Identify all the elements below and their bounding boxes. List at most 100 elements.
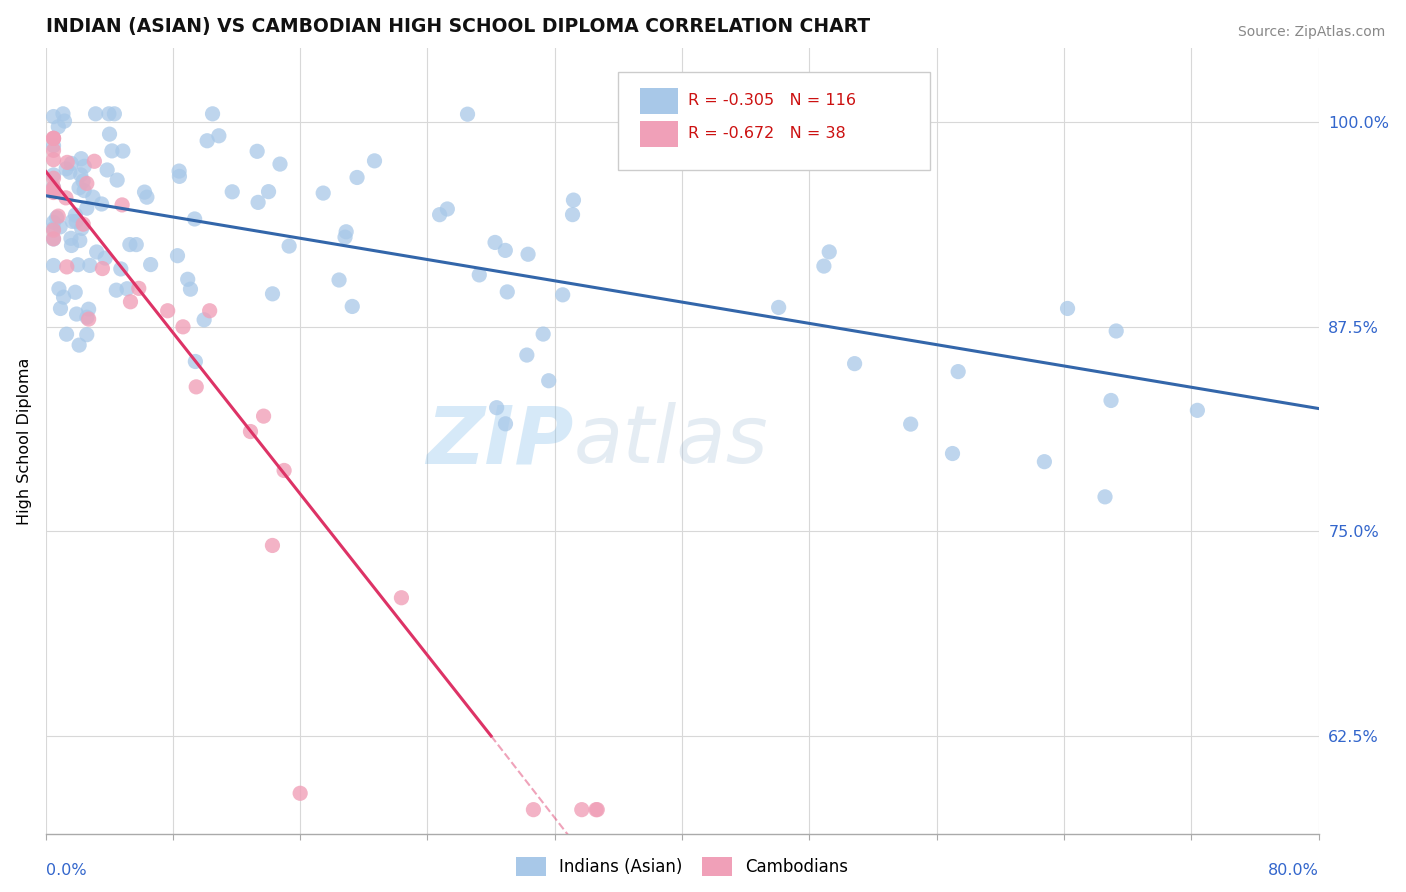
Point — [516, 348, 538, 362]
Point — [208, 128, 231, 143]
Point — [111, 144, 134, 158]
Point — [70, 152, 93, 166]
Point — [517, 247, 540, 261]
Point — [457, 107, 479, 121]
Point — [184, 354, 207, 368]
Legend: Indians (Asian), Cambodians: Indians (Asian), Cambodians — [509, 850, 855, 882]
Point — [103, 107, 125, 121]
Point — [82, 190, 104, 204]
Point — [42, 131, 65, 145]
FancyBboxPatch shape — [619, 72, 931, 170]
Point — [273, 463, 295, 477]
Point — [69, 168, 91, 182]
Point — [201, 107, 224, 121]
Point — [135, 190, 157, 204]
Point — [436, 202, 458, 216]
Point — [52, 290, 75, 304]
Point — [66, 258, 89, 272]
Point — [45, 211, 67, 225]
Point — [128, 281, 150, 295]
Point — [42, 180, 65, 194]
Point — [312, 186, 335, 200]
Point — [246, 145, 269, 159]
Point — [76, 177, 98, 191]
Point — [468, 268, 491, 282]
Point — [195, 134, 218, 148]
Point — [252, 409, 274, 424]
Point — [278, 239, 301, 253]
Point — [247, 195, 270, 210]
Point — [363, 153, 385, 168]
Point — [42, 168, 65, 182]
Point — [42, 223, 65, 237]
Point — [813, 259, 835, 273]
Point — [941, 446, 963, 460]
Point — [65, 285, 87, 300]
Point — [86, 244, 108, 259]
Text: 0.0%: 0.0% — [45, 863, 86, 878]
Point — [59, 231, 82, 245]
Point — [172, 319, 194, 334]
Point — [65, 307, 87, 321]
Point — [1105, 324, 1128, 338]
Point — [42, 232, 65, 246]
Point — [193, 313, 215, 327]
Point — [65, 208, 87, 222]
Point — [946, 365, 969, 379]
Point — [96, 163, 118, 178]
Point — [571, 803, 593, 817]
Point — [72, 217, 94, 231]
Point — [495, 417, 517, 431]
Point — [55, 327, 77, 342]
Point — [60, 238, 83, 252]
Text: atlas: atlas — [574, 402, 769, 480]
Point — [69, 234, 91, 248]
Point — [42, 131, 65, 145]
Text: 80.0%: 80.0% — [1268, 863, 1319, 878]
Point — [262, 286, 284, 301]
Point — [166, 249, 188, 263]
Point — [342, 300, 364, 314]
Text: R = -0.672   N = 38: R = -0.672 N = 38 — [689, 127, 846, 142]
Point — [97, 107, 120, 121]
Point — [105, 173, 128, 187]
Point — [167, 164, 190, 178]
Point — [49, 219, 72, 234]
Point — [79, 259, 101, 273]
Text: Source: ZipAtlas.com: Source: ZipAtlas.com — [1237, 25, 1385, 39]
Point — [76, 310, 98, 325]
Point — [55, 191, 77, 205]
Point — [115, 282, 138, 296]
Point — [59, 165, 82, 179]
Point — [485, 401, 508, 415]
Point — [60, 214, 83, 228]
Point — [221, 185, 243, 199]
Point — [551, 288, 574, 302]
Point — [42, 110, 65, 124]
Point — [42, 131, 65, 145]
Point — [484, 235, 506, 250]
Point — [67, 338, 90, 352]
Point — [105, 283, 128, 297]
Point — [257, 185, 280, 199]
Point — [77, 312, 100, 326]
Point — [1099, 393, 1122, 408]
Point — [111, 198, 134, 212]
Point — [522, 803, 544, 817]
Point — [139, 258, 162, 272]
Point — [42, 183, 65, 197]
Point — [118, 237, 141, 252]
Point — [125, 237, 148, 252]
Point — [1094, 490, 1116, 504]
Y-axis label: High School Diploma: High School Diploma — [17, 358, 32, 525]
Point — [134, 185, 156, 199]
Point — [1056, 301, 1078, 316]
Point — [52, 107, 75, 121]
Point — [585, 803, 607, 817]
Point — [42, 186, 65, 200]
Point — [101, 144, 124, 158]
Point — [239, 425, 262, 439]
Point — [98, 127, 121, 141]
Text: ZIP: ZIP — [426, 402, 574, 480]
Point — [177, 272, 200, 286]
